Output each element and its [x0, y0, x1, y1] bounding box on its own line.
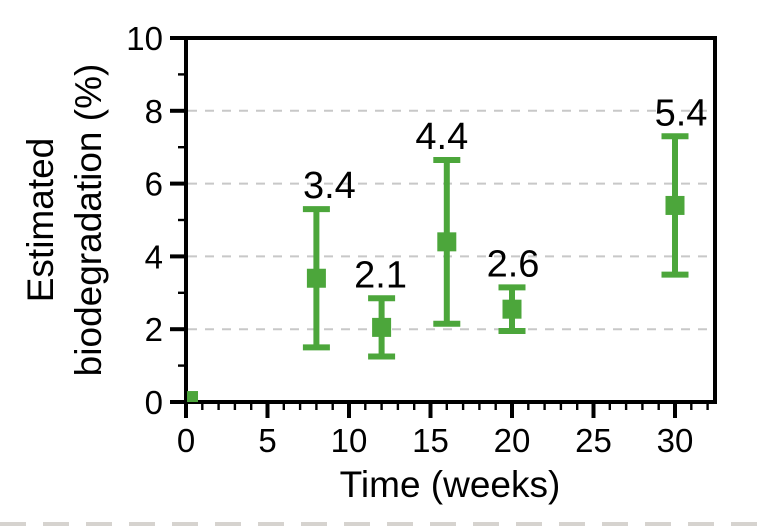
value-label-3.4: 3.4 — [303, 165, 356, 207]
x-tick-label-0: 0 — [177, 422, 195, 459]
y-axis-title-line2: biodegradation (%) — [68, 64, 109, 377]
data-point-marker — [187, 391, 199, 403]
data-point-marker — [502, 299, 522, 319]
y-axis-title-line1: Estimated — [20, 138, 61, 303]
value-label-2.1: 2.1 — [354, 254, 407, 296]
y-tick-label-6: 6 — [145, 166, 163, 203]
x-tick-label-15: 15 — [412, 422, 449, 459]
x-tick-label-25: 25 — [575, 422, 612, 459]
plot-frame — [184, 36, 717, 404]
data-series — [187, 133, 689, 403]
x-tick-labels: 0 5 10 15 20 25 30 — [177, 422, 694, 459]
x-axis-title: Time (weeks) — [340, 464, 561, 505]
value-label-4.4: 4.4 — [415, 116, 468, 158]
data-point-marker — [437, 232, 457, 252]
y-axis-ticks — [170, 36, 186, 404]
data-point-marker — [372, 317, 392, 337]
x-tick-label-10: 10 — [331, 422, 368, 459]
value-label-2.6: 2.6 — [487, 243, 540, 285]
data-point-marker — [665, 195, 685, 215]
x-tick-label-5: 5 — [258, 422, 276, 459]
plot-border — [184, 36, 717, 404]
x-axis-ticks — [184, 402, 709, 418]
y-tick-label-8: 8 — [145, 93, 163, 130]
data-value-labels: 3.4 2.1 4.4 2.6 5.4 — [303, 92, 707, 296]
y-tick-label-4: 4 — [145, 238, 163, 275]
y-tick-label-0: 0 — [145, 384, 163, 421]
y-tick-label-10: 10 — [126, 20, 163, 57]
data-point-marker — [306, 268, 326, 288]
x-tick-label-20: 20 — [494, 422, 531, 459]
gridlines — [188, 109, 713, 331]
value-label-5.4: 5.4 — [655, 92, 708, 134]
y-tick-labels: 0 2 4 6 8 10 — [126, 20, 163, 421]
y-tick-label-2: 2 — [145, 311, 163, 348]
x-tick-label-30: 30 — [657, 422, 694, 459]
